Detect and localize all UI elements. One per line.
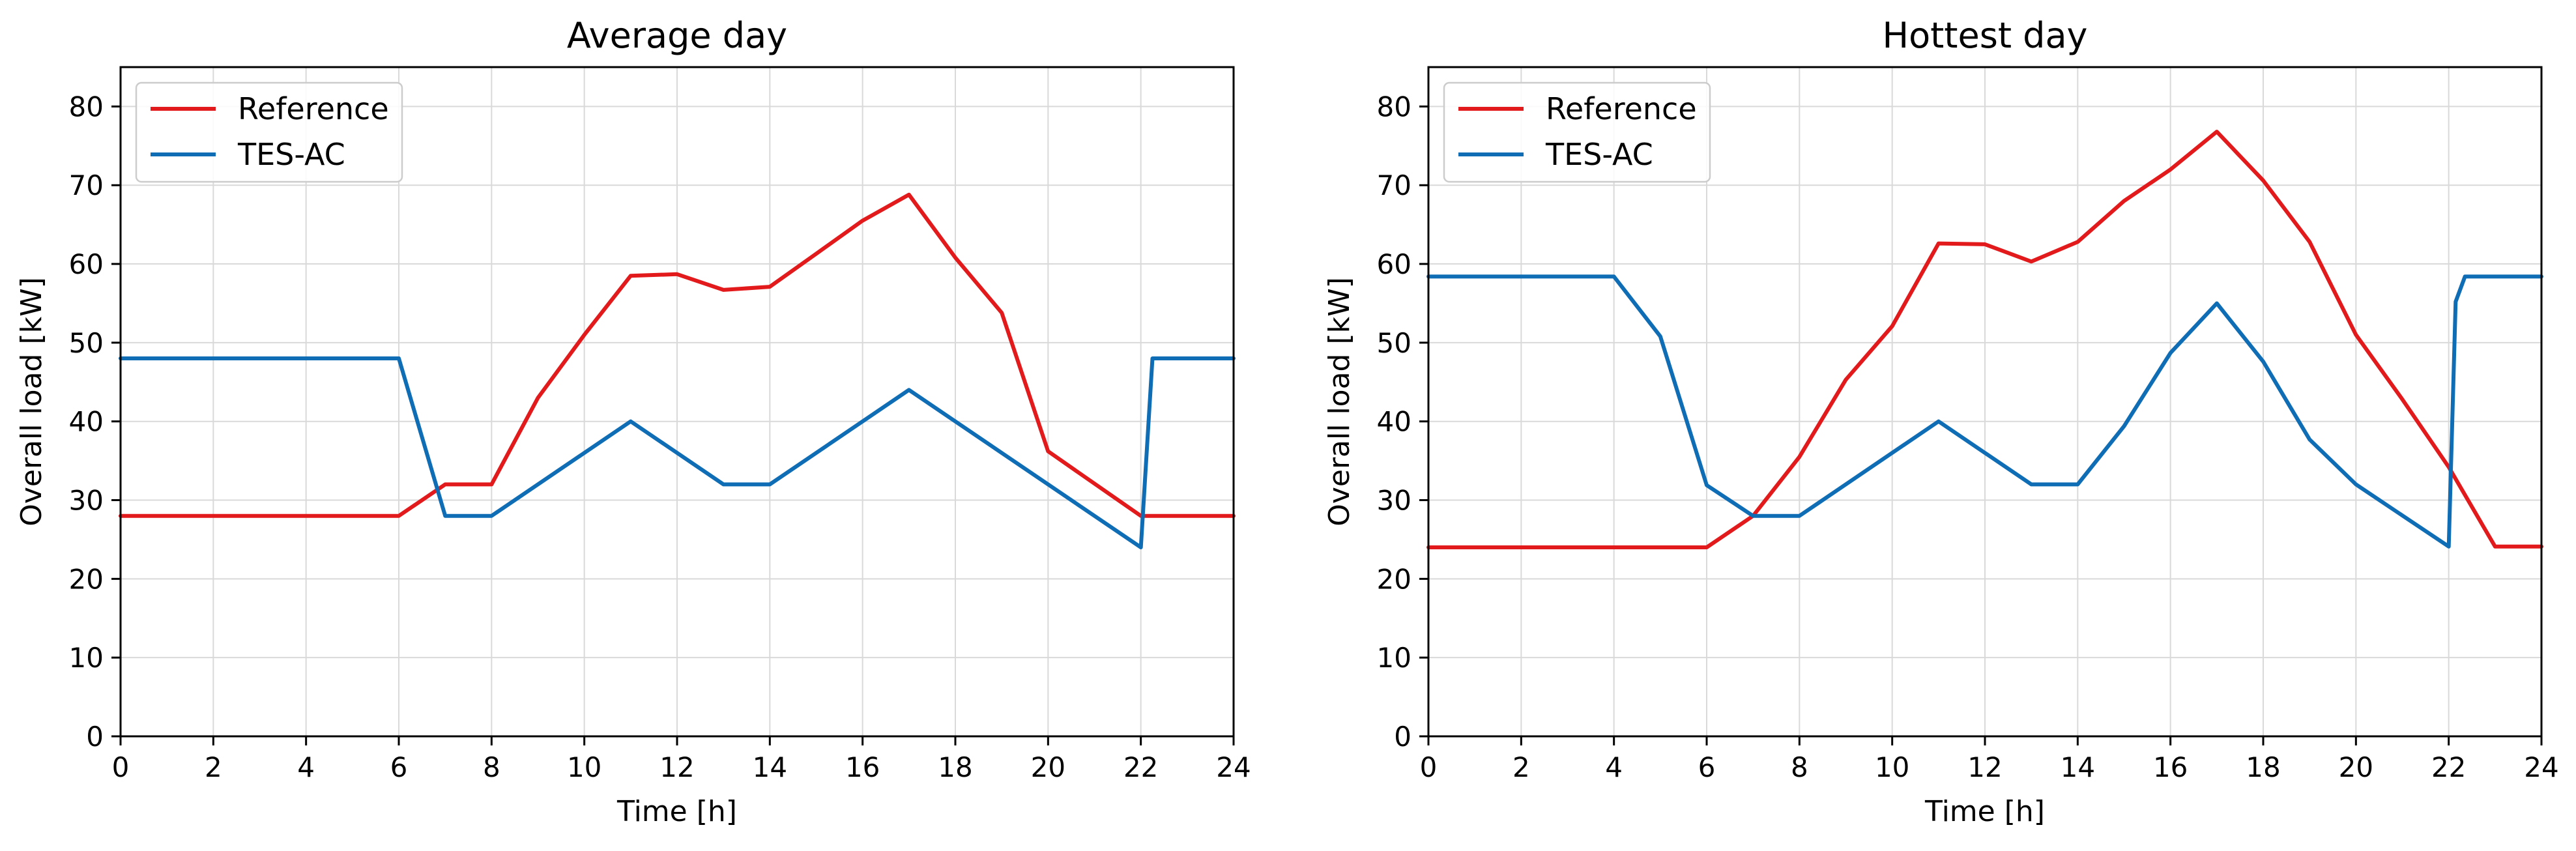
x-tick-label: 14 bbox=[753, 751, 787, 783]
y-tick-label: 70 bbox=[69, 169, 104, 201]
x-tick-label: 6 bbox=[390, 751, 408, 783]
y-axis-label: Overall load [kW] bbox=[1323, 277, 1356, 526]
x-tick-label: 12 bbox=[1967, 751, 2002, 783]
panel-hottest-day: 0 2 4 6 8 10 12 14 16 18 20 22 2401020304050607080Ho… bbox=[1323, 15, 2559, 828]
y-tick-label: 50 bbox=[1377, 327, 1411, 359]
x-tick-label: 16 bbox=[2153, 751, 2188, 783]
y-axis-label: Overall load [kW] bbox=[15, 277, 48, 526]
x-tick-label: 4 bbox=[297, 751, 315, 783]
y-tick-label: 30 bbox=[1377, 485, 1411, 517]
x-tick-label: 18 bbox=[938, 751, 972, 783]
legend: Reference TES-AC bbox=[135, 81, 403, 183]
x-tick-label: 10 bbox=[1875, 751, 1909, 783]
y-tick-label: 0 bbox=[86, 721, 104, 753]
legend-label: TES-AC bbox=[1545, 137, 1653, 172]
y-tick-label: 20 bbox=[1377, 563, 1411, 595]
x-tick-label: 22 bbox=[1123, 751, 1158, 783]
x-tick-label: 8 bbox=[1791, 751, 1808, 783]
series-line-tes-ac bbox=[119, 356, 1236, 549]
x-tick-label: 18 bbox=[2246, 751, 2280, 783]
x-tick-label: 20 bbox=[1031, 751, 1065, 783]
y-tick-label: 80 bbox=[69, 91, 104, 123]
x-tick-label: 10 bbox=[567, 751, 601, 783]
x-tick-label: 2 bbox=[1512, 751, 1530, 783]
x-tick-label: 24 bbox=[1216, 751, 1251, 783]
y-tick-label: 10 bbox=[1377, 642, 1411, 674]
x-tick-label: 4 bbox=[1605, 751, 1623, 783]
legend-label: TES-AC bbox=[237, 137, 345, 172]
series-line-tes-ac bbox=[1426, 274, 2543, 549]
x-tick-label: 22 bbox=[2431, 751, 2466, 783]
x-axis-label: Time [h] bbox=[1924, 795, 2045, 828]
y-tick-label: 50 bbox=[69, 327, 104, 359]
series-line-reference bbox=[1426, 130, 2543, 549]
y-tick-label: 60 bbox=[69, 248, 104, 280]
legend: Reference TES-AC bbox=[1443, 81, 1711, 183]
x-tick-label: 14 bbox=[2061, 751, 2095, 783]
x-axis-label: Time [h] bbox=[616, 795, 737, 828]
chart-title: Average day bbox=[567, 15, 787, 56]
series-line-reference bbox=[119, 192, 1236, 518]
y-tick-label: 70 bbox=[1377, 169, 1411, 201]
x-tick-label: 24 bbox=[2524, 751, 2558, 783]
x-tick-label: 12 bbox=[659, 751, 694, 783]
legend-label: Reference bbox=[238, 91, 389, 126]
y-tick-label: 60 bbox=[1377, 248, 1411, 280]
x-tick-label: 0 bbox=[112, 751, 130, 783]
y-tick-label: 30 bbox=[69, 485, 104, 517]
y-tick-label: 80 bbox=[1377, 91, 1411, 123]
y-tick-label: 40 bbox=[69, 406, 104, 438]
x-tick-label: 0 bbox=[1420, 751, 1438, 783]
y-tick-label: 10 bbox=[69, 642, 104, 674]
legend-label: Reference bbox=[1546, 91, 1697, 126]
chart-title: Hottest day bbox=[1882, 15, 2087, 56]
x-tick-label: 20 bbox=[2339, 751, 2373, 783]
y-tick-label: 0 bbox=[1394, 721, 1411, 753]
x-tick-label: 16 bbox=[845, 751, 880, 783]
y-tick-label: 20 bbox=[69, 563, 104, 595]
x-tick-label: 8 bbox=[483, 751, 500, 783]
y-tick-label: 40 bbox=[1377, 406, 1411, 438]
x-tick-label: 6 bbox=[1698, 751, 1716, 783]
panel-average-day: 0 2 4 6 8 10 12 14 16 18 20 22 2401020304050607080Av… bbox=[15, 15, 1251, 828]
x-tick-label: 2 bbox=[205, 751, 222, 783]
